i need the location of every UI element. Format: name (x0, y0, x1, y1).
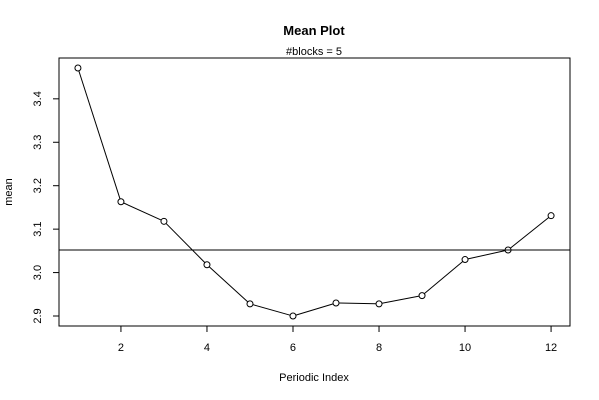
series-line-segment (510, 217, 550, 249)
y-tick-label: 3.0 (32, 265, 44, 280)
data-point (332, 299, 340, 307)
data-point (547, 212, 555, 220)
series-line-segment (424, 261, 464, 295)
series-line-segment (78, 70, 121, 200)
data-point (504, 246, 512, 254)
data-point (418, 292, 426, 300)
series-line-segment (165, 223, 206, 263)
data-point (289, 312, 297, 320)
chart-title: Mean Plot (283, 23, 345, 38)
series-line-segment (208, 266, 249, 303)
data-point (74, 64, 82, 72)
data-point (203, 261, 211, 269)
y-tick-label: 3.4 (32, 91, 44, 106)
data-point (160, 217, 168, 225)
y-axis-label: mean (3, 178, 15, 206)
y-tick-label: 3.3 (32, 135, 44, 150)
series-line-segment (467, 250, 506, 260)
x-tick-label: 6 (290, 342, 296, 354)
x-tick-label: 4 (204, 342, 210, 354)
series-line-segment (252, 304, 291, 316)
chart-subtitle: #blocks = 5 (286, 46, 342, 58)
x-tick-label: 2 (118, 342, 124, 354)
series-line-segment (381, 295, 420, 304)
series-line-segment (338, 302, 377, 305)
data-point (246, 300, 254, 308)
data-point (461, 256, 469, 264)
y-tick-label: 2.9 (32, 308, 44, 323)
x-tick-label: 12 (545, 342, 557, 354)
data-point (375, 300, 383, 308)
x-tick-label: 10 (459, 342, 471, 354)
x-axis-label: Periodic Index (279, 372, 349, 384)
data-point (117, 198, 125, 206)
series-line-segment (295, 303, 334, 316)
plot-frame (58, 57, 571, 327)
y-tick-label: 3.2 (32, 178, 44, 193)
series-line-segment (123, 202, 162, 221)
y-tick-label: 3.1 (32, 221, 44, 236)
x-tick-label: 8 (376, 342, 382, 354)
